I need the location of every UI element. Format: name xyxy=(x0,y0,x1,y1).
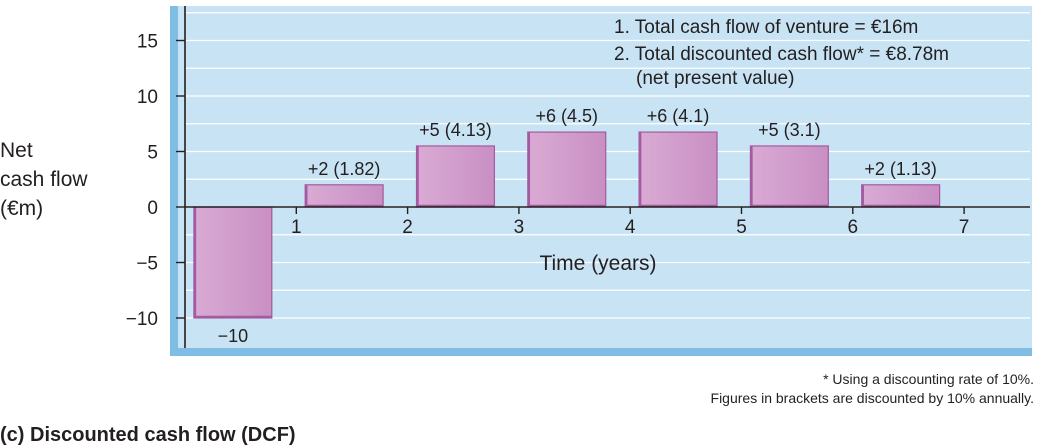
bar-group xyxy=(415,145,496,208)
bar-group xyxy=(527,131,607,208)
chart-annotation: 2. Total discounted cash flow* = €8.78m xyxy=(614,44,949,65)
bar-data-label: +5 (3.1) xyxy=(758,120,821,140)
bar-data-label: +6 (4.1) xyxy=(647,106,710,126)
x-axis-title: Time (years) xyxy=(539,252,656,275)
bar-group xyxy=(861,184,941,208)
chart-annotation: (net present value) xyxy=(636,68,794,89)
x-tick-label: 7 xyxy=(959,217,970,238)
bar xyxy=(193,206,273,319)
bar-data-label: +2 (1.13) xyxy=(864,159,937,179)
x-tick-label: 6 xyxy=(848,217,859,238)
bar xyxy=(638,131,718,208)
chart-annotation: 1. Total cash flow of venture = €16m xyxy=(614,17,918,38)
bar-group xyxy=(749,145,829,208)
y-tick-label: 10 xyxy=(137,87,158,108)
bar-data-label: +6 (4.5) xyxy=(535,106,598,126)
y-tick-label: 15 xyxy=(137,32,158,53)
y-axis-label-line: cash flow xyxy=(0,168,88,191)
footnote-rate: * Using a discounting rate of 10%. xyxy=(823,371,1034,387)
x-tick-label: 2 xyxy=(402,217,413,238)
bar xyxy=(861,184,941,208)
bar-data-label: +5 (4.13) xyxy=(419,120,492,140)
y-tick-label: −5 xyxy=(136,254,158,275)
bar xyxy=(415,145,496,208)
cash-flow-chart: 15 10 5 0 −5 −10 1 2 3 4 5 6 7 −10 +2 (1.82) +5 (4.13)… xyxy=(126,6,1032,356)
y-axis-label-line: (€m) xyxy=(0,197,44,220)
y-tick-label: 5 xyxy=(147,143,158,164)
figure-caption: (c) Discounted cash flow (DCF) xyxy=(0,424,296,446)
x-tick-label: 4 xyxy=(625,217,636,238)
y-tick-label: 0 xyxy=(147,198,158,219)
bar xyxy=(749,145,829,208)
y-tick-label: −10 xyxy=(126,309,158,330)
x-tick-label: 5 xyxy=(736,217,747,238)
x-tick-label: 3 xyxy=(514,217,525,238)
y-axis-label: Net cash flow (€m) xyxy=(0,136,88,223)
bar-data-label: −10 xyxy=(218,326,249,346)
y-axis-label-line: Net xyxy=(0,139,33,162)
footnote-brackets: Figures in brackets are discounted by 10… xyxy=(710,390,1034,406)
bar xyxy=(304,184,384,208)
bar-data-label: +2 (1.82) xyxy=(308,159,381,179)
x-tick-label: 1 xyxy=(291,217,302,238)
bar xyxy=(527,131,607,208)
bar-group xyxy=(304,184,384,208)
bar-group xyxy=(193,206,273,319)
bar-group xyxy=(638,131,718,208)
